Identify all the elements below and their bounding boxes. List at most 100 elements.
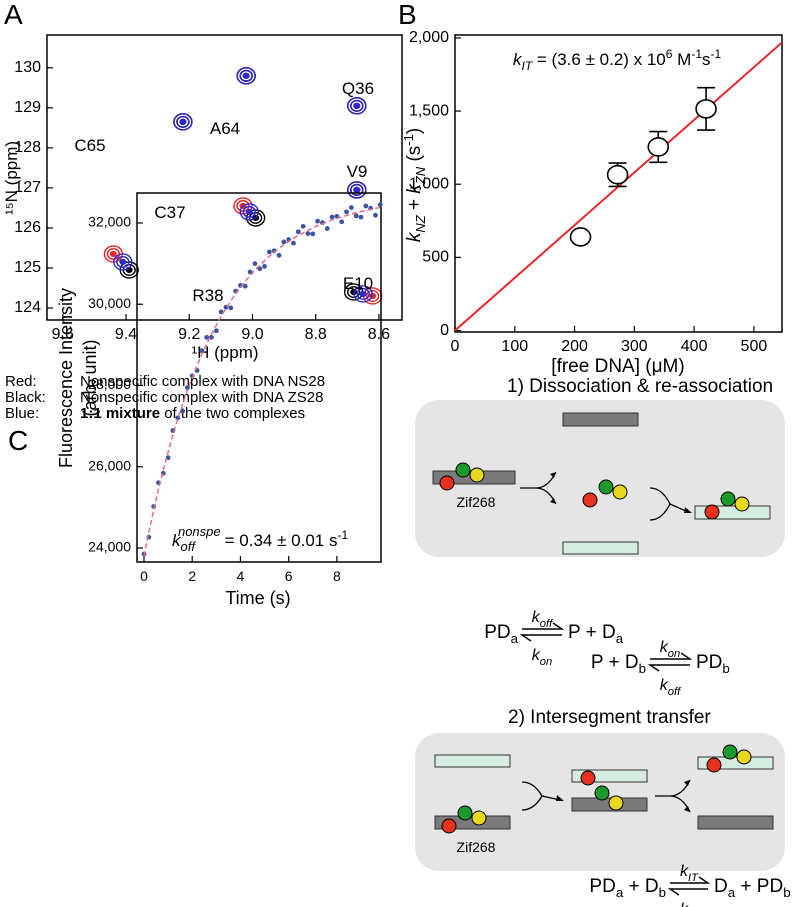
x-tick-label: 6 — [285, 568, 293, 584]
protein-domain — [457, 805, 473, 821]
data-point — [213, 328, 219, 334]
peak-contour — [242, 72, 250, 79]
equilibrium-arrows — [667, 876, 711, 896]
data-point — [266, 249, 272, 255]
y-tick-label: 30,000 — [88, 295, 131, 311]
data-point — [363, 203, 369, 209]
x-tick-label: 300 — [621, 338, 648, 355]
x-tick-label: 9.6 — [52, 326, 74, 343]
peak-contour — [350, 183, 364, 196]
peak — [113, 253, 133, 271]
peak-label: V9 — [347, 162, 368, 181]
panel-label: C — [8, 425, 28, 456]
protein-domain — [598, 479, 614, 495]
protein-domain — [734, 496, 750, 512]
data-point — [377, 202, 383, 208]
legend-name: Red: — [5, 373, 37, 390]
y-tick-label: 28,000 — [88, 376, 131, 392]
equation-part: k — [660, 677, 669, 694]
legend-name: Blue: — [5, 405, 39, 422]
label-part: ) — [404, 128, 425, 134]
scheme-box — [415, 400, 785, 557]
peak-label: E10 — [343, 274, 373, 293]
label-part: -1 — [691, 47, 702, 61]
y-tick-label: 2,000 — [409, 29, 449, 46]
equilibrium-arrows — [647, 652, 693, 672]
legend-text: Nonspecific complex with DNA ZS28 — [80, 389, 323, 406]
rate-constant: kon — [532, 647, 552, 668]
equation-part: PD — [484, 622, 510, 643]
y-tick-label: 500 — [422, 249, 449, 266]
equation-part: k — [532, 609, 541, 626]
data-point — [324, 226, 330, 231]
x-tick-label: 8.6 — [368, 326, 390, 343]
equation-part: a — [728, 885, 736, 900]
equation-part: + D — [623, 876, 658, 897]
y-tick-label: 126 — [14, 219, 41, 236]
label-part: off — [181, 539, 197, 554]
data-point — [184, 385, 190, 391]
protein-domain — [722, 744, 738, 760]
data-point — [348, 205, 354, 210]
arrowhead — [556, 795, 564, 801]
data-point — [606, 164, 629, 185]
equation-part: IT — [688, 872, 699, 884]
peak — [353, 285, 373, 303]
peak-label: R38 — [192, 286, 223, 305]
x-tick-label: 9.4 — [115, 326, 137, 343]
peak-contour — [116, 255, 130, 268]
plot-frame — [454, 34, 783, 333]
protein-domain — [469, 467, 485, 483]
data-point — [305, 231, 311, 236]
equation-part: k — [680, 901, 689, 907]
equation-part: a — [616, 885, 624, 900]
equation-part: on — [668, 648, 680, 660]
peak-contour — [245, 208, 253, 216]
y-tick-label: 26,000 — [88, 457, 131, 473]
peak-contour — [353, 102, 361, 109]
plot-frame — [136, 192, 382, 563]
equation-part: k — [532, 647, 541, 664]
rate-constant: kIT — [680, 863, 699, 884]
data-point — [209, 334, 214, 340]
panel-label: B — [398, 0, 417, 30]
protein-domain — [455, 462, 471, 478]
y-tick-label: 125 — [14, 259, 41, 276]
peak-contour — [350, 99, 364, 112]
x-tick-label: 0 — [140, 568, 148, 584]
peak-contour — [365, 289, 380, 302]
y-tick-label: 129 — [14, 99, 41, 116]
data-point — [262, 264, 267, 269]
x-axis-label: ¹H (ppm) — [191, 343, 258, 362]
annotation: koffnonspe = 0.34 ± 0.01 s-1 — [172, 524, 348, 554]
x-tick-label: 100 — [501, 338, 528, 355]
label-part: IT — [522, 59, 534, 73]
dna-specific — [697, 815, 774, 830]
peak-contour — [176, 115, 190, 128]
plot-frame — [46, 34, 403, 321]
merge-arrow — [649, 487, 689, 521]
label-part: k — [172, 531, 182, 550]
label-part: (s — [404, 146, 425, 167]
peak-contour — [359, 290, 367, 298]
peak-contour — [119, 258, 127, 266]
label-part: k — [404, 231, 425, 242]
legend-text: of the two complexes — [160, 405, 305, 422]
x-tick-label: 500 — [741, 338, 768, 355]
rate-constant: koff — [532, 609, 554, 630]
protein-domain — [720, 491, 736, 507]
data-point — [373, 212, 378, 218]
peak-label: A64 — [210, 119, 240, 138]
peak — [347, 97, 367, 115]
equation-part: P + D — [591, 652, 639, 673]
label-part: nonspe — [178, 524, 221, 539]
legend-text: 1:1 mixture of the two complexes — [80, 405, 305, 422]
equation-part: PD — [696, 652, 722, 673]
data-point — [242, 283, 248, 289]
equation-part: b — [722, 661, 729, 676]
equation-part: k — [660, 639, 669, 656]
y-axis-label: kNZ + kZN (s-1) — [401, 128, 428, 242]
equation-term: PDb — [696, 652, 730, 676]
rate-constant: kIT — [680, 901, 699, 907]
data-point — [281, 239, 287, 245]
